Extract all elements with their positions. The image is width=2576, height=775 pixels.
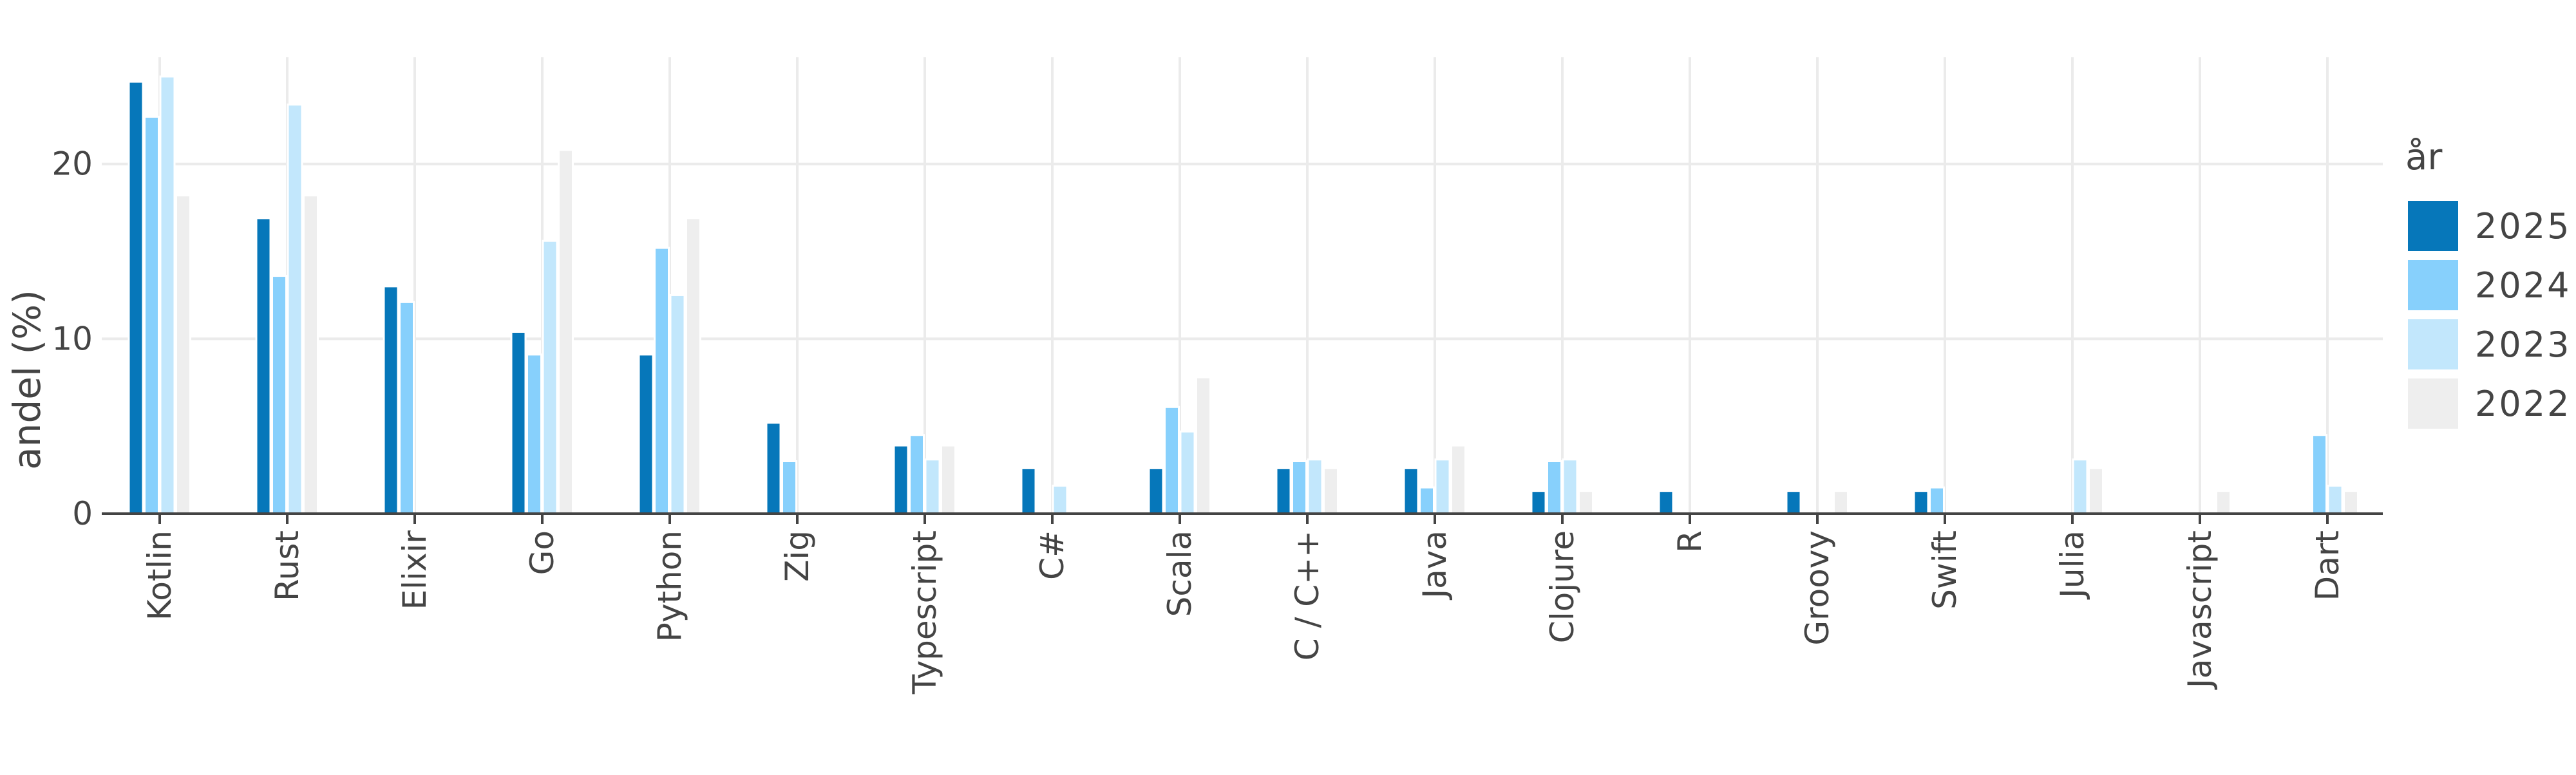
x-tick-label: Javascript bbox=[2181, 530, 2219, 690]
bar-2025 bbox=[383, 285, 399, 515]
x-tick-label: Dart bbox=[2309, 530, 2346, 601]
bar-2023 bbox=[542, 239, 558, 515]
legend-swatch-2023 bbox=[2408, 319, 2458, 369]
x-tick-label: Typescript bbox=[906, 530, 943, 695]
x-tick-label: Zig bbox=[779, 530, 816, 582]
bar-2025 bbox=[1148, 467, 1164, 515]
legend-swatch-2022 bbox=[2408, 378, 2458, 429]
bar-2022 bbox=[1195, 376, 1211, 515]
x-tick-label: Go bbox=[524, 530, 561, 575]
x-tick-label: Rust bbox=[269, 530, 306, 601]
bar-2024 bbox=[1546, 460, 1562, 515]
bar-2022 bbox=[558, 149, 574, 515]
bar-2023 bbox=[2327, 485, 2344, 515]
bar-2022 bbox=[1450, 444, 1466, 515]
bar-2022 bbox=[175, 194, 191, 515]
legend-label: 2025 bbox=[2475, 206, 2571, 247]
x-tick-label: R bbox=[1671, 530, 1709, 553]
x-tick-label: Elixir bbox=[396, 530, 433, 610]
bar-2022 bbox=[685, 217, 701, 515]
bar-2022 bbox=[1578, 490, 1594, 515]
bar-2023 bbox=[1434, 458, 1451, 515]
legend-label: 2024 bbox=[2475, 265, 2571, 306]
bar-2025 bbox=[1785, 490, 1802, 515]
bar-2022 bbox=[303, 194, 319, 515]
x-tick-label: C / C++ bbox=[1289, 530, 1326, 660]
bar-2025 bbox=[1275, 467, 1292, 515]
x-tick-label: Swift bbox=[1926, 530, 1964, 610]
bar-2025 bbox=[1658, 490, 1674, 515]
bar-2024 bbox=[2311, 434, 2327, 515]
x-tick-label: Julia bbox=[2054, 530, 2091, 600]
x-tick-label: Kotlin bbox=[141, 530, 178, 621]
x-tick-label: Scala bbox=[1161, 530, 1198, 617]
bar-2025 bbox=[893, 444, 909, 515]
bar-2024 bbox=[1291, 460, 1307, 515]
x-tick-label: Java bbox=[1416, 530, 1454, 601]
y-tick-label: 20 bbox=[52, 145, 93, 183]
bar-2023 bbox=[669, 294, 686, 515]
bar-2024 bbox=[399, 301, 415, 515]
bar-2024 bbox=[781, 460, 797, 515]
bar-2024 bbox=[654, 247, 670, 515]
bar-2025 bbox=[765, 422, 782, 515]
bar-2024 bbox=[271, 275, 287, 515]
bar-2025 bbox=[638, 353, 654, 515]
bar-2023 bbox=[1179, 430, 1196, 515]
y-axis-title: andel (%) bbox=[5, 290, 49, 470]
bar-2025 bbox=[1530, 490, 1547, 515]
x-tick-label: Clojure bbox=[1544, 530, 1581, 643]
bar-2023 bbox=[1562, 458, 1578, 515]
bar-2024 bbox=[1164, 406, 1180, 515]
legend-swatch-2025 bbox=[2408, 201, 2458, 251]
legend-label: 2022 bbox=[2475, 384, 2571, 424]
legend-swatch-2024 bbox=[2408, 260, 2458, 310]
bar-2023 bbox=[159, 75, 176, 515]
bar-2025 bbox=[1913, 490, 1929, 515]
bar-2022 bbox=[1323, 467, 1339, 515]
bars bbox=[128, 75, 2359, 515]
bar-2023 bbox=[287, 103, 303, 515]
axes: 0 10 20 Kotlin Rust Elixir Go Python Zig Typescri… bbox=[52, 145, 2383, 695]
bar-2024 bbox=[909, 434, 925, 515]
bar-2022 bbox=[2088, 467, 2104, 515]
bar-2022 bbox=[1833, 490, 1849, 515]
bar-2024 bbox=[1929, 486, 1945, 515]
legend-title: år bbox=[2405, 136, 2443, 178]
bar-2025 bbox=[255, 217, 272, 515]
bar-2024 bbox=[144, 115, 160, 515]
x-tick-label: Python bbox=[651, 530, 688, 642]
bar-2025 bbox=[1403, 467, 1419, 515]
bar-2024 bbox=[526, 353, 542, 515]
gridlines bbox=[102, 57, 2383, 515]
legend: år 2025 2024 2023 2022 bbox=[2405, 136, 2571, 429]
bar-2023 bbox=[1307, 458, 1323, 515]
bar-2024 bbox=[1419, 486, 1435, 515]
y-tick-label: 10 bbox=[52, 320, 93, 357]
legend-label: 2023 bbox=[2475, 324, 2571, 365]
bar-2023 bbox=[2072, 458, 2088, 515]
bar-2025 bbox=[1020, 467, 1037, 515]
x-tick-label: Groovy bbox=[1799, 530, 1836, 646]
x-tick-label: C# bbox=[1034, 530, 1071, 580]
bar-2023 bbox=[924, 458, 941, 515]
bar-2025 bbox=[510, 330, 527, 515]
bar-2022 bbox=[2215, 490, 2231, 515]
bar-2022 bbox=[940, 444, 956, 515]
y-tick-label: 0 bbox=[72, 495, 93, 532]
bar-2022 bbox=[2343, 490, 2359, 515]
bar-2025 bbox=[128, 80, 144, 515]
bar-2023 bbox=[1052, 485, 1068, 515]
